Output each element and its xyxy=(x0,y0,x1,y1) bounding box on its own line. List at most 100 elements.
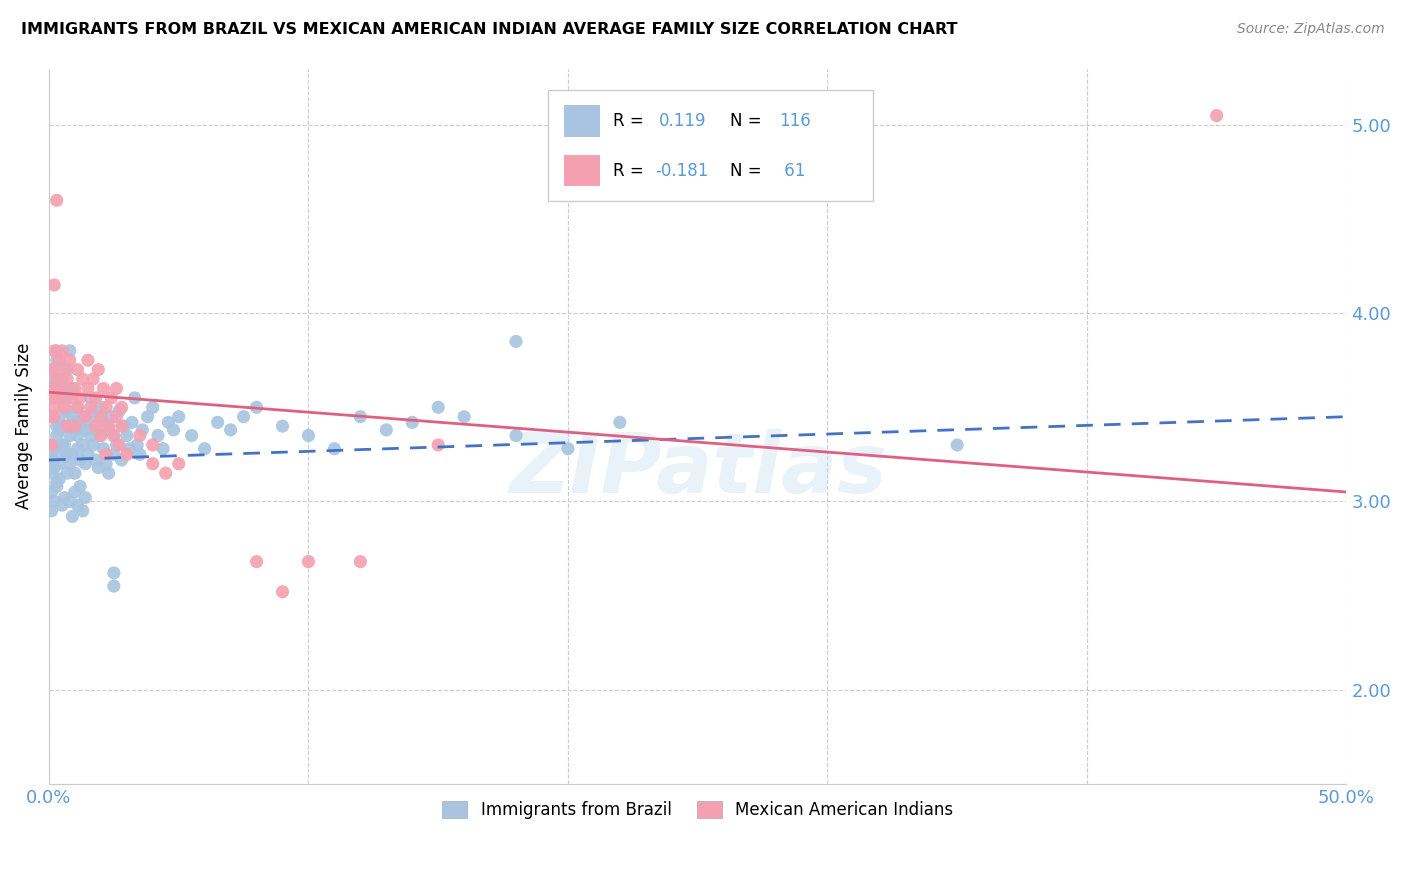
Point xyxy=(41,391,63,405)
Text: 116: 116 xyxy=(779,112,811,130)
Point xyxy=(77,416,100,430)
Point xyxy=(56,372,79,386)
Point xyxy=(84,453,107,467)
Point xyxy=(44,343,66,358)
Point xyxy=(108,404,131,418)
Point xyxy=(75,423,97,437)
Point xyxy=(103,428,125,442)
Point xyxy=(51,391,73,405)
Point xyxy=(56,419,79,434)
Point xyxy=(53,491,76,505)
Point xyxy=(245,401,267,415)
Point xyxy=(245,555,267,569)
Point xyxy=(505,334,527,349)
Point xyxy=(162,423,184,437)
Point xyxy=(142,438,165,452)
Text: 0.119: 0.119 xyxy=(659,112,706,130)
Point xyxy=(75,409,97,424)
Point xyxy=(82,372,104,386)
Point xyxy=(79,401,101,415)
Point xyxy=(115,428,138,442)
Point xyxy=(271,419,294,434)
Point xyxy=(94,457,117,471)
Point xyxy=(105,438,128,452)
Point xyxy=(87,362,110,376)
Point xyxy=(232,409,254,424)
Point xyxy=(63,485,86,500)
Point xyxy=(53,391,76,405)
Point xyxy=(349,555,371,569)
Point xyxy=(63,466,86,480)
Point xyxy=(69,453,91,467)
Point xyxy=(167,409,190,424)
Point xyxy=(51,382,73,396)
Point xyxy=(75,457,97,471)
Point xyxy=(51,343,73,358)
Point xyxy=(41,504,63,518)
Point xyxy=(112,419,135,434)
Point xyxy=(53,419,76,434)
Point xyxy=(142,457,165,471)
Text: -0.181: -0.181 xyxy=(655,162,709,180)
Point xyxy=(41,391,63,405)
Point xyxy=(84,419,107,434)
Point xyxy=(59,343,82,358)
Point xyxy=(87,460,110,475)
Point xyxy=(111,453,134,467)
Point xyxy=(56,404,79,418)
Point xyxy=(53,382,76,396)
Point xyxy=(84,423,107,437)
Point xyxy=(51,372,73,386)
Point xyxy=(105,409,128,424)
Point xyxy=(45,353,67,368)
Point xyxy=(45,372,67,386)
Point xyxy=(45,343,67,358)
Point xyxy=(44,277,66,292)
Text: ZIPatlas: ZIPatlas xyxy=(509,428,887,509)
Point xyxy=(45,194,67,208)
Point xyxy=(103,428,125,442)
Point xyxy=(66,428,89,442)
Point xyxy=(128,447,150,461)
Point xyxy=(72,409,94,424)
Point xyxy=(59,428,82,442)
Point xyxy=(946,438,969,452)
Point xyxy=(60,409,83,424)
Point xyxy=(207,416,229,430)
Point xyxy=(152,442,174,456)
Point xyxy=(77,382,100,396)
Point xyxy=(93,442,115,456)
Point xyxy=(63,423,86,437)
Point xyxy=(45,428,67,442)
Point xyxy=(136,409,159,424)
Point xyxy=(59,457,82,471)
Point xyxy=(53,362,76,376)
Point xyxy=(51,438,73,452)
Point xyxy=(108,438,131,452)
Point xyxy=(609,416,631,430)
Point xyxy=(66,442,89,456)
Legend: Immigrants from Brazil, Mexican American Indians: Immigrants from Brazil, Mexican American… xyxy=(436,794,960,825)
Point xyxy=(97,419,120,434)
Point xyxy=(100,409,122,424)
Point xyxy=(100,391,122,405)
Point xyxy=(44,442,66,456)
Point xyxy=(53,438,76,452)
Point xyxy=(60,509,83,524)
Point xyxy=(90,428,112,442)
Point xyxy=(180,428,202,442)
Point xyxy=(41,447,63,461)
Point xyxy=(297,428,319,442)
Point xyxy=(41,438,63,452)
Point xyxy=(42,382,65,396)
Point xyxy=(97,466,120,480)
Point xyxy=(90,401,112,415)
Point xyxy=(66,362,89,376)
Point xyxy=(41,485,63,500)
Point xyxy=(44,401,66,415)
Point xyxy=(124,391,146,405)
Point xyxy=(44,409,66,424)
Point xyxy=(45,479,67,493)
Point xyxy=(505,428,527,442)
Point xyxy=(72,504,94,518)
